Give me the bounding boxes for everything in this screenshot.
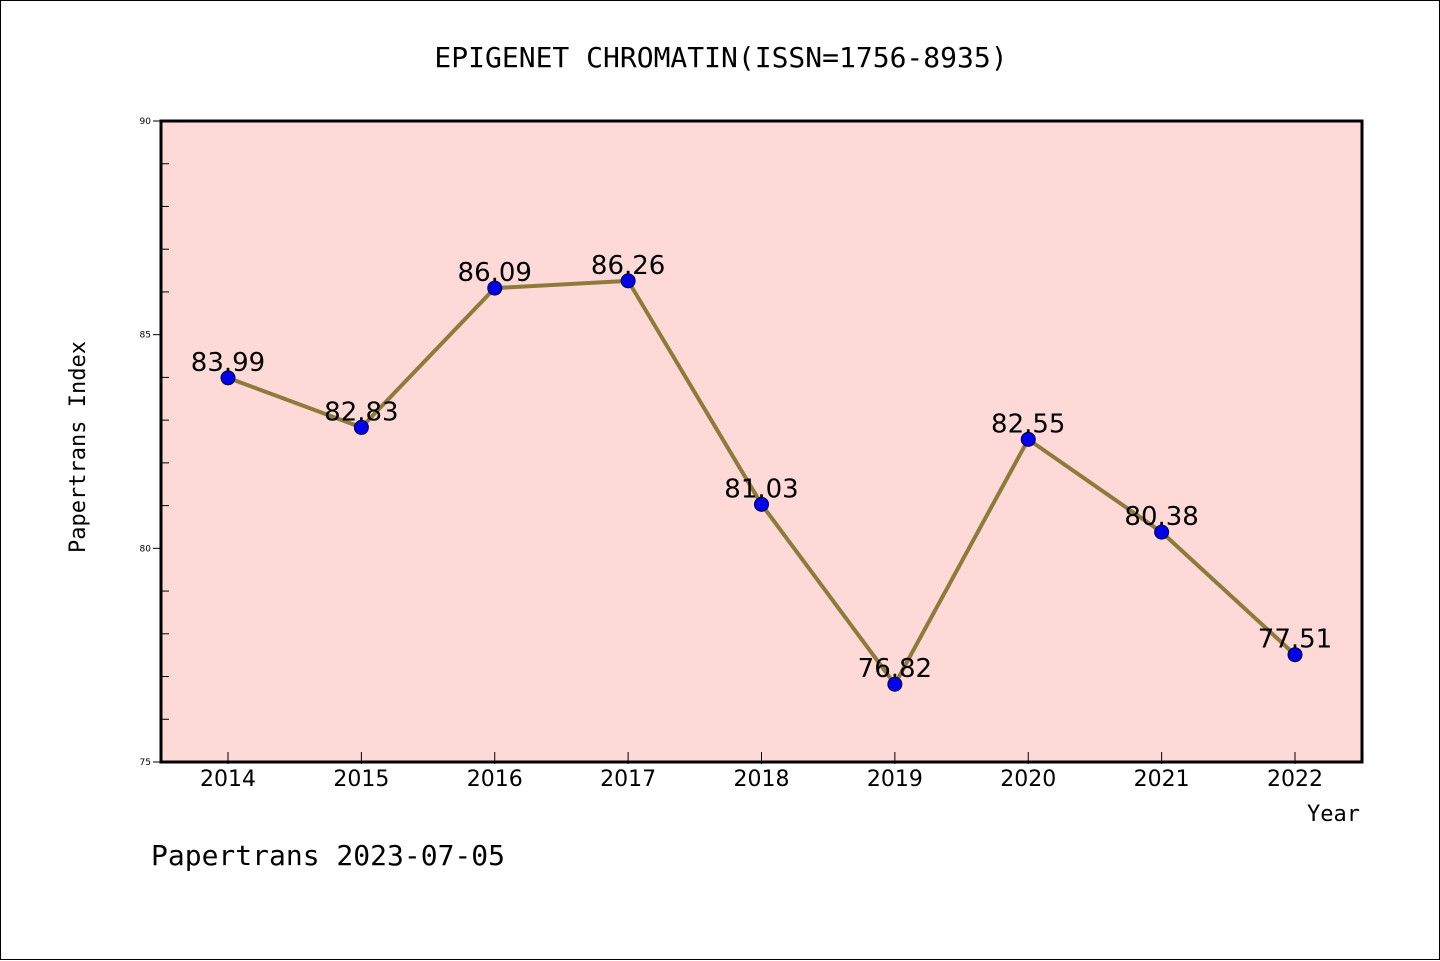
x-tick-label: 2022 xyxy=(1267,767,1323,792)
data-point-2021 xyxy=(1154,524,1170,540)
data-label-2016: 86.09 xyxy=(458,258,532,288)
x-tick-label: 2017 xyxy=(600,767,656,792)
data-labels: 83.99 82.83 86.09 86.26 81.03 76.82 82.55 80.38… xyxy=(191,251,1332,684)
y-tick-label: 80 xyxy=(140,544,152,554)
x-tick-label: 2019 xyxy=(867,767,923,792)
x-tick-label: 2016 xyxy=(467,767,523,792)
data-label-2018: 81.03 xyxy=(724,474,798,504)
series-papertrans-index xyxy=(220,273,1303,692)
x-tick-label: 2014 xyxy=(200,767,256,792)
x-tick-label: 2020 xyxy=(1000,767,1056,792)
x-axis-label: Year xyxy=(1307,802,1360,827)
x-axis: 2014 2015 2016 2017 2018 2019 2020 2021 2022 xyxy=(200,752,1323,792)
data-point-2017 xyxy=(620,273,636,289)
data-label-2021: 80.38 xyxy=(1124,502,1198,532)
data-label-2017: 86.26 xyxy=(591,251,665,281)
chart-title: EPIGENET CHROMATIN(ISSN=1756-8935) xyxy=(434,41,1007,74)
footer-credit: Papertrans 2023-07-05 xyxy=(151,839,505,872)
data-point-2014 xyxy=(220,370,236,386)
data-point-2020 xyxy=(1020,431,1036,447)
x-tick-label: 2021 xyxy=(1134,767,1190,792)
data-point-2015 xyxy=(353,419,369,435)
data-point-2019 xyxy=(887,676,903,692)
y-tick-label: 85 xyxy=(140,331,151,341)
data-label-2015: 82.83 xyxy=(324,397,398,427)
data-label-2014: 83.99 xyxy=(191,348,265,378)
data-point-2022 xyxy=(1287,647,1303,663)
plot-border xyxy=(159,119,1364,764)
x-tick-label: 2015 xyxy=(333,767,389,792)
data-label-2019: 76.82 xyxy=(858,654,932,684)
y-axis-label: Papertrans Index xyxy=(66,341,91,553)
data-point-2018 xyxy=(754,496,769,512)
x-tick-label: 2018 xyxy=(734,767,790,792)
y-tick-label: 75 xyxy=(140,758,151,768)
data-label-2020: 82.55 xyxy=(991,409,1065,439)
data-point-2016 xyxy=(487,280,503,296)
plot-area xyxy=(161,121,1362,762)
y-tick-label: 90 xyxy=(140,117,152,127)
data-label-2022: 77.51 xyxy=(1258,625,1332,655)
